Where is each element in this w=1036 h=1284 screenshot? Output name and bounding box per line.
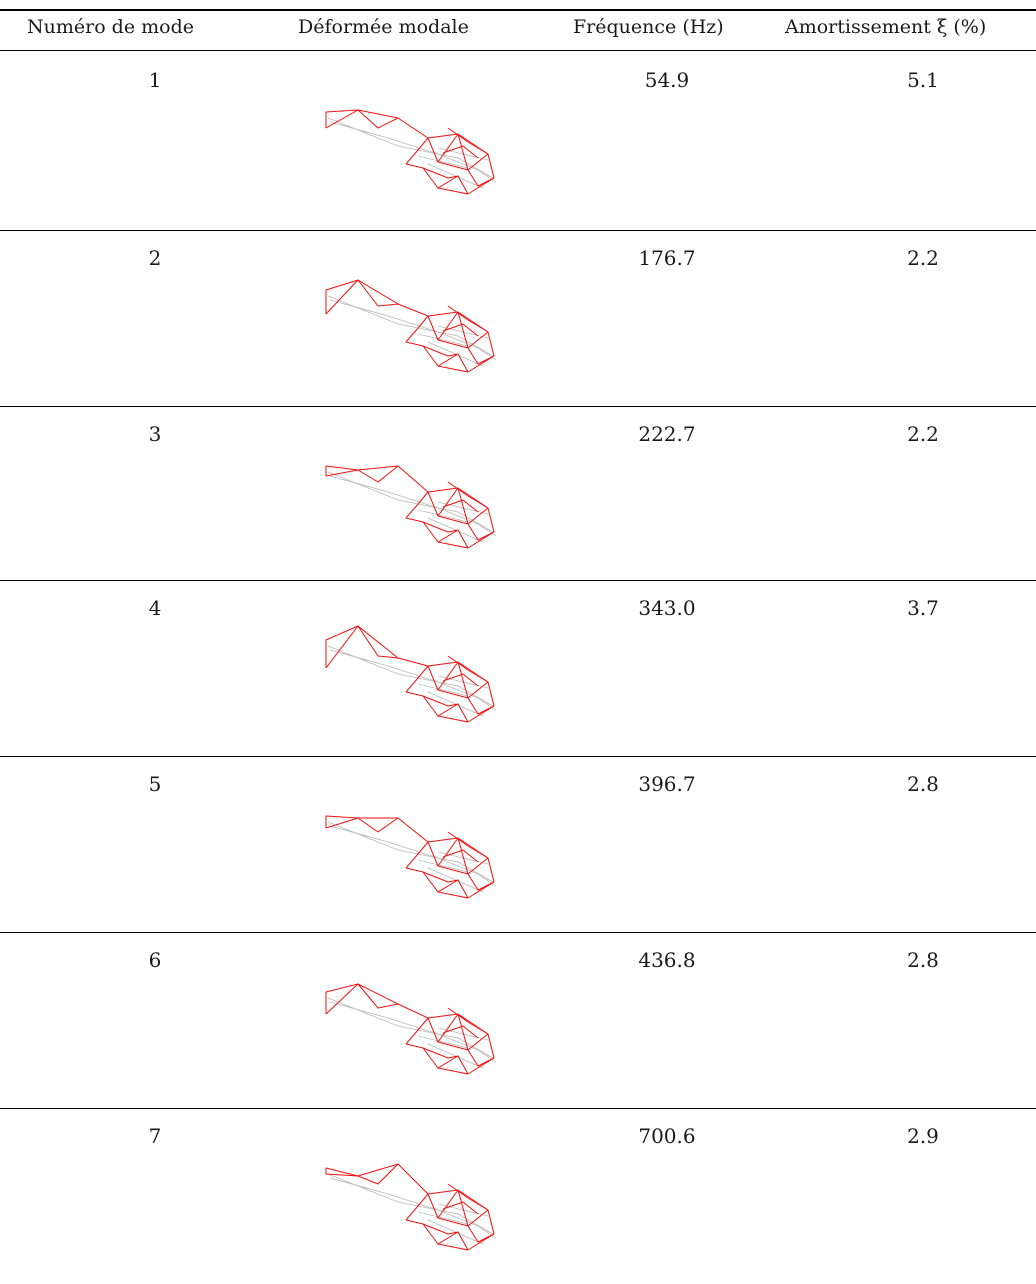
- undeformed-mesh-line: [417, 325, 489, 367]
- deformed-mesh-line: [405, 1183, 489, 1221]
- undeformed-mesh-line: [417, 501, 489, 543]
- frequency-cell: 396.7: [638, 772, 696, 796]
- deformed-mesh-line: [405, 1007, 489, 1045]
- undeformed-mesh-line: [327, 1173, 494, 1235]
- undeformed-mesh-line: [327, 471, 494, 533]
- frequency-cell: 54.9: [644, 68, 690, 92]
- mode-shape-wireframe: [318, 276, 508, 396]
- undeformed-mesh-line: [329, 1177, 497, 1239]
- row-separator: [0, 932, 1036, 933]
- frequency-cell: 176.7: [638, 246, 696, 270]
- undeformed-mesh-line: [329, 1001, 497, 1063]
- wireframe-svg: [325, 1163, 497, 1251]
- undeformed-mesh-line: [327, 295, 494, 357]
- header-frequency: Fréquence (Hz): [573, 16, 724, 38]
- undeformed-mesh-line: [329, 299, 497, 361]
- undeformed-mesh-line: [417, 851, 489, 893]
- undeformed-mesh-line: [329, 649, 497, 711]
- wireframe-svg: [325, 625, 497, 723]
- frequency-cell: 700.6: [638, 1124, 696, 1148]
- deformed-mesh-line: [325, 109, 495, 195]
- mode-number-cell: 7: [148, 1124, 162, 1148]
- row-separator: [0, 230, 1036, 231]
- table-header-rule: [0, 50, 1036, 51]
- table-row: 3 222.7 2.2: [0, 406, 1036, 582]
- mode-shape-wireframe: [318, 1154, 508, 1274]
- frequency-cell: 343.0: [638, 596, 696, 620]
- undeformed-mesh-line: [417, 675, 489, 717]
- mode-number-cell: 1: [148, 68, 162, 92]
- table-row: 4 343.0 3.7: [0, 580, 1036, 756]
- undeformed-mesh-line: [329, 121, 497, 183]
- header-damping: Amortissement ξ (%): [785, 16, 987, 38]
- row-separator: [0, 406, 1036, 407]
- undeformed-mesh-line: [327, 821, 494, 883]
- deformed-mesh-line: [325, 983, 495, 1075]
- undeformed-mesh-line: [417, 147, 489, 189]
- undeformed-mesh-line: [417, 1027, 489, 1069]
- damping-cell: 3.7: [907, 596, 939, 620]
- row-separator: [0, 1108, 1036, 1109]
- deformed-mesh-line: [405, 481, 489, 519]
- table-row: 7 700.6 2.9: [0, 1108, 1036, 1284]
- mode-shape-wireframe: [318, 452, 508, 572]
- deformed-mesh-line: [325, 625, 495, 723]
- row-separator: [0, 580, 1036, 581]
- deformed-mesh-line: [405, 831, 489, 869]
- header-mode-shape: Déformée modale: [298, 16, 469, 38]
- wireframe-svg: [325, 279, 497, 373]
- mode-number-cell: 4: [148, 596, 162, 620]
- header-mode-number: Numéro de mode: [27, 16, 194, 38]
- undeformed-mesh-line: [329, 825, 497, 887]
- undeformed-mesh-line: [327, 645, 494, 707]
- frequency-cell: 436.8: [638, 948, 696, 972]
- wireframe-svg: [325, 815, 497, 899]
- mode-shape-wireframe: [318, 98, 508, 218]
- wireframe-svg: [325, 465, 497, 549]
- wireframe-svg: [325, 983, 497, 1075]
- deformed-mesh-line: [405, 305, 489, 343]
- deformed-mesh-line: [325, 983, 495, 1075]
- deformed-mesh-line: [325, 625, 495, 723]
- table-row: 6 436.8 2.8: [0, 932, 1036, 1108]
- deformed-mesh-line: [405, 655, 489, 693]
- table-top-rule: [0, 9, 1036, 11]
- mode-number-cell: 6: [148, 948, 162, 972]
- undeformed-mesh-line: [329, 475, 497, 537]
- mode-shape-wireframe: [318, 978, 508, 1098]
- undeformed-mesh-line: [327, 997, 494, 1059]
- damping-cell: 2.8: [907, 772, 939, 796]
- mode-shape-wireframe: [318, 625, 508, 746]
- table-row: 2 176.7 2.2: [0, 230, 1036, 406]
- damping-cell: 5.1: [907, 68, 939, 92]
- damping-cell: 2.2: [907, 246, 939, 270]
- deformed-mesh-line: [325, 465, 495, 549]
- row-separator: [0, 756, 1036, 757]
- undeformed-mesh-line: [417, 1203, 489, 1245]
- wireframe-svg: [325, 109, 497, 195]
- deformed-mesh-line: [325, 815, 495, 899]
- frequency-cell: 222.7: [638, 422, 696, 446]
- mode-number-cell: 5: [148, 772, 162, 796]
- table-row: 5 396.7 2.8: [0, 756, 1036, 932]
- deformed-mesh-line: [325, 279, 495, 373]
- damping-cell: 2.2: [907, 422, 939, 446]
- deformed-mesh-line: [325, 1163, 495, 1251]
- mode-number-cell: 2: [148, 246, 162, 270]
- mode-number-cell: 3: [148, 422, 162, 446]
- table-row: 1 54.9 5.1: [0, 52, 1036, 228]
- deformed-mesh-line: [405, 127, 489, 165]
- damping-cell: 2.9: [907, 1124, 939, 1148]
- mode-shape-wireframe: [318, 802, 508, 922]
- undeformed-mesh-line: [327, 117, 494, 179]
- damping-cell: 2.8: [907, 948, 939, 972]
